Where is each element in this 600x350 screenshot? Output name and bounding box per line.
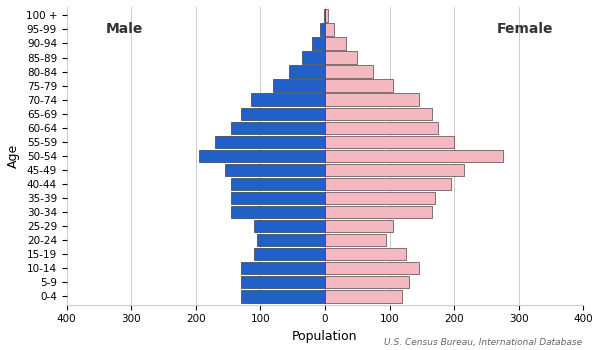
Bar — [241, 107, 325, 120]
Bar — [325, 107, 431, 120]
Bar — [241, 290, 325, 302]
Text: Female: Female — [497, 22, 553, 36]
Bar — [254, 220, 325, 232]
Bar — [325, 206, 431, 218]
Bar — [325, 150, 503, 162]
Bar — [254, 248, 325, 260]
Bar — [325, 121, 438, 134]
Bar — [325, 136, 454, 148]
Bar — [325, 9, 328, 22]
Bar — [225, 164, 325, 176]
Bar — [325, 37, 346, 50]
Bar — [325, 51, 357, 64]
Text: U.S. Census Bureau, International Database: U.S. Census Bureau, International Databa… — [384, 337, 582, 346]
Bar — [241, 262, 325, 274]
Bar — [320, 23, 325, 36]
Bar — [325, 234, 386, 246]
Bar — [323, 9, 325, 22]
X-axis label: Population: Population — [292, 330, 358, 343]
Bar — [289, 65, 325, 78]
Text: Male: Male — [106, 22, 143, 36]
Bar — [325, 290, 403, 302]
Bar — [257, 234, 325, 246]
Bar — [241, 276, 325, 288]
Bar — [302, 51, 325, 64]
Bar — [325, 192, 435, 204]
Bar — [325, 178, 451, 190]
Bar — [325, 164, 464, 176]
Bar — [232, 206, 325, 218]
Bar — [325, 65, 373, 78]
Bar — [232, 192, 325, 204]
Bar — [251, 93, 325, 106]
Bar — [274, 79, 325, 92]
Bar — [325, 220, 393, 232]
Bar — [199, 150, 325, 162]
Bar — [325, 276, 409, 288]
Bar — [312, 37, 325, 50]
Bar — [325, 93, 419, 106]
Bar — [325, 23, 334, 36]
Bar — [325, 262, 419, 274]
Bar — [232, 178, 325, 190]
Y-axis label: Age: Age — [7, 144, 20, 168]
Bar — [215, 136, 325, 148]
Bar — [232, 121, 325, 134]
Bar — [325, 248, 406, 260]
Bar — [325, 79, 393, 92]
